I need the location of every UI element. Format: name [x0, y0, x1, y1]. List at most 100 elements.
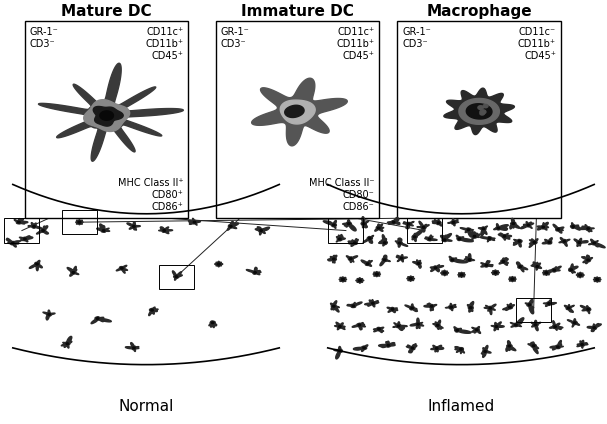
Polygon shape	[467, 229, 470, 231]
Polygon shape	[117, 265, 127, 273]
Text: GR-1⁻
CD3⁻: GR-1⁻ CD3⁻	[30, 27, 58, 49]
Polygon shape	[331, 301, 339, 312]
Polygon shape	[459, 98, 500, 124]
Polygon shape	[361, 260, 372, 266]
Polygon shape	[373, 272, 381, 276]
Polygon shape	[542, 226, 544, 228]
Polygon shape	[43, 310, 55, 320]
Text: Inflamed: Inflamed	[427, 399, 495, 414]
Polygon shape	[481, 261, 493, 267]
Polygon shape	[467, 301, 473, 312]
Polygon shape	[454, 327, 471, 333]
Polygon shape	[393, 322, 407, 330]
Polygon shape	[456, 235, 473, 242]
Polygon shape	[518, 240, 521, 242]
Circle shape	[483, 104, 488, 108]
Polygon shape	[285, 105, 304, 117]
Bar	[407, 218, 442, 243]
Polygon shape	[252, 78, 347, 146]
Polygon shape	[151, 310, 154, 311]
Polygon shape	[12, 242, 14, 244]
Polygon shape	[67, 266, 79, 276]
Polygon shape	[379, 235, 387, 246]
Polygon shape	[373, 327, 384, 332]
Polygon shape	[577, 340, 588, 348]
Polygon shape	[528, 342, 538, 354]
Polygon shape	[97, 318, 99, 319]
Polygon shape	[347, 256, 358, 262]
Polygon shape	[407, 223, 410, 225]
Text: Normal: Normal	[118, 399, 174, 414]
Polygon shape	[61, 336, 72, 348]
Polygon shape	[475, 329, 478, 331]
Polygon shape	[411, 307, 413, 309]
Polygon shape	[464, 254, 475, 262]
Polygon shape	[387, 344, 390, 346]
Polygon shape	[532, 345, 535, 346]
Polygon shape	[371, 302, 374, 304]
Polygon shape	[549, 321, 563, 330]
Polygon shape	[460, 274, 463, 276]
Polygon shape	[484, 304, 496, 315]
Polygon shape	[574, 238, 588, 246]
Polygon shape	[93, 106, 123, 126]
Polygon shape	[334, 346, 342, 359]
Polygon shape	[324, 220, 336, 228]
Polygon shape	[533, 242, 535, 243]
Polygon shape	[365, 300, 379, 307]
Polygon shape	[392, 221, 395, 223]
Polygon shape	[378, 227, 380, 229]
Polygon shape	[472, 326, 481, 333]
Polygon shape	[38, 63, 183, 161]
Polygon shape	[430, 265, 444, 272]
Text: MHC Class II⁻
CD80⁻
CD86⁻: MHC Class II⁻ CD80⁻ CD86⁻	[309, 179, 375, 212]
Polygon shape	[579, 274, 582, 276]
Polygon shape	[484, 351, 486, 352]
Polygon shape	[409, 278, 412, 279]
Polygon shape	[398, 242, 401, 244]
Polygon shape	[458, 272, 465, 277]
Polygon shape	[559, 237, 570, 246]
Circle shape	[480, 112, 484, 115]
Polygon shape	[456, 329, 458, 331]
Polygon shape	[280, 100, 315, 124]
Polygon shape	[594, 277, 601, 282]
Polygon shape	[333, 305, 335, 307]
Polygon shape	[521, 222, 534, 229]
Polygon shape	[593, 242, 595, 244]
Polygon shape	[503, 235, 506, 237]
Polygon shape	[578, 225, 594, 232]
Polygon shape	[100, 111, 114, 120]
Polygon shape	[398, 325, 400, 327]
Polygon shape	[29, 260, 42, 271]
Polygon shape	[459, 349, 462, 350]
Polygon shape	[430, 305, 433, 307]
Polygon shape	[473, 235, 476, 237]
Polygon shape	[339, 326, 341, 327]
Polygon shape	[412, 230, 423, 241]
Polygon shape	[443, 272, 446, 274]
Polygon shape	[339, 238, 341, 240]
Polygon shape	[458, 238, 461, 240]
Text: CD11c⁻
CD11b⁺
CD45⁺: CD11c⁻ CD11b⁺ CD45⁺	[518, 27, 556, 61]
Polygon shape	[517, 262, 527, 272]
Polygon shape	[66, 343, 69, 345]
Polygon shape	[403, 222, 414, 229]
Polygon shape	[172, 271, 182, 280]
Polygon shape	[468, 259, 470, 260]
Polygon shape	[534, 324, 537, 326]
Polygon shape	[589, 239, 605, 248]
Polygon shape	[497, 227, 500, 229]
Polygon shape	[512, 223, 515, 224]
Polygon shape	[515, 324, 517, 326]
Polygon shape	[436, 324, 439, 326]
Polygon shape	[425, 235, 437, 241]
Polygon shape	[76, 220, 83, 225]
Polygon shape	[348, 223, 350, 224]
Polygon shape	[356, 278, 364, 283]
Polygon shape	[587, 324, 602, 332]
Polygon shape	[387, 307, 398, 312]
Polygon shape	[574, 322, 576, 324]
Polygon shape	[455, 347, 464, 354]
Polygon shape	[528, 304, 531, 306]
